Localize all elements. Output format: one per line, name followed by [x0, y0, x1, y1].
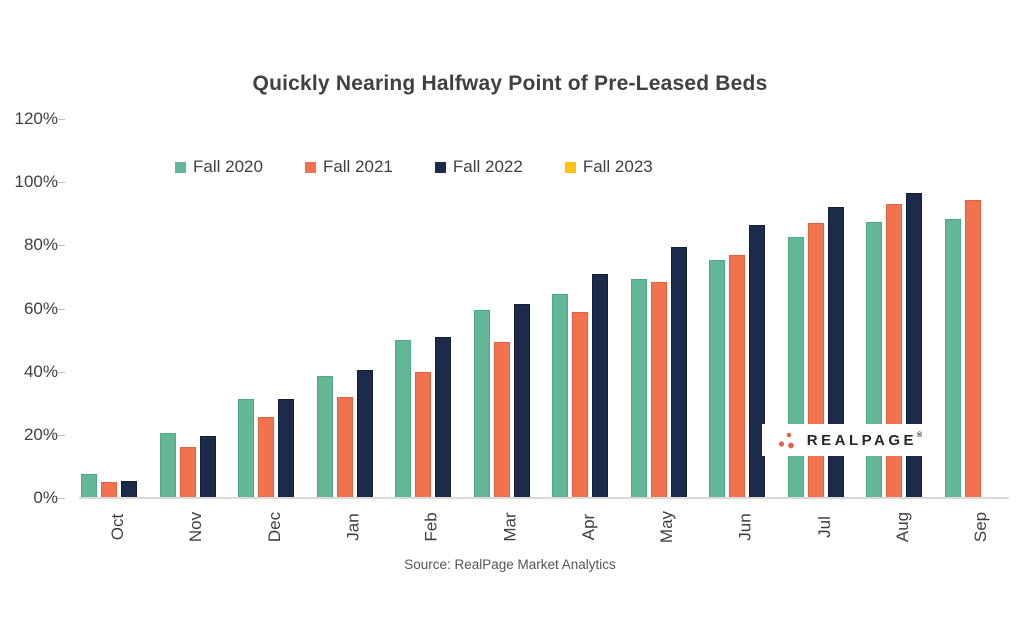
bar-fall-2022-feb: [435, 336, 451, 498]
legend-swatch-icon: [564, 161, 576, 173]
y-axis-tick: [58, 498, 65, 499]
legend-swatch-icon: [434, 161, 446, 173]
y-axis-label: 120%: [14, 109, 58, 128]
legend-swatch-icon: [304, 161, 316, 173]
bar-fall-2022-nov: [199, 436, 216, 498]
x-axis-label-apr: Apr: [579, 513, 598, 541]
legend-label: Fall 2022: [452, 157, 523, 176]
y-axis-tick: [58, 182, 65, 184]
x-axis-label-oct: Oct: [107, 513, 127, 541]
legend-item-fall-2020: Fall 2020: [175, 157, 263, 177]
realpage-dots-icon: [778, 432, 794, 449]
y-axis-tick: [58, 308, 65, 310]
x-axis-label-feb: Feb: [421, 512, 441, 542]
bar-fall-2020-jun: [709, 259, 725, 498]
x-axis-label-jul: Jul: [814, 516, 834, 538]
bar-fall-2022-may: [670, 246, 687, 498]
y-axis-tick: [58, 371, 65, 373]
x-axis-label-may: May: [657, 510, 677, 544]
bar-fall-2021-apr: [572, 311, 588, 498]
x-axis-label-sep: Sep: [971, 511, 991, 543]
bar-fall-2020-nov: [159, 433, 176, 498]
bar-fall-2021-may: [650, 281, 667, 498]
legend: Fall 2020 Fall 2021 Fall 2022 Fall 2023: [175, 157, 653, 177]
y-axis-tick: [58, 119, 65, 120]
source-text: Source: RealPage Market Analytics: [404, 557, 616, 572]
y-axis-label: 40%: [23, 361, 58, 381]
bar-fall-2021-dec: [258, 417, 274, 498]
bar-fall-2021-nov: [179, 447, 196, 498]
legend-item-fall-2023: Fall 2023: [564, 157, 653, 177]
bar-fall-2020-apr: [552, 294, 568, 498]
bar-fall-2022-aug: [906, 193, 922, 498]
bar-fall-2022-apr: [592, 273, 608, 498]
bar-fall-2021-jan: [336, 396, 353, 498]
bar-fall-2021-feb: [415, 371, 431, 498]
y-axis-label: 60%: [23, 298, 58, 318]
legend-swatch-icon: [175, 161, 186, 173]
bar-fall-2021-mar: [493, 341, 510, 498]
bar-fall-2020-oct: [81, 474, 97, 498]
bar-fall-2020-dec: [238, 398, 254, 498]
bar-fall-2021-jun: [729, 254, 745, 498]
legend-label: Fall 2020: [193, 157, 263, 176]
x-axis-label-jun: Jun: [735, 513, 755, 541]
bar-fall-2022-jan: [356, 370, 373, 498]
realpage-wordmark: REALPAGE®: [806, 431, 923, 449]
bar-group-mar: [472, 119, 551, 498]
x-axis-label-dec: Dec: [264, 511, 284, 543]
y-axis-label: 80%: [23, 235, 58, 255]
bar-group-oct: [79, 119, 158, 498]
x-axis-line: [79, 497, 1009, 499]
bar-group-nov: [158, 119, 237, 498]
bar-fall-2022-mar: [513, 303, 530, 498]
y-axis-label: 20%: [23, 424, 58, 444]
bar-fall-2022-dec: [278, 398, 294, 498]
bar-fall-2022-jun: [749, 224, 765, 498]
legend-item-fall-2022: Fall 2022: [434, 157, 523, 177]
legend-label: Fall 2021: [322, 157, 393, 176]
bar-fall-2020-feb: [395, 340, 411, 498]
bar-fall-2020-sep: [944, 218, 961, 498]
bar-fall-2020-may: [630, 278, 647, 498]
legend-item-fall-2021: Fall 2021: [304, 157, 393, 177]
realpage-logo: REALPAGE®: [762, 424, 938, 456]
y-axis-label: 0%: [33, 488, 58, 507]
bar-fall-2021-sep: [964, 199, 981, 498]
bar-group-apr: [550, 119, 629, 498]
bar-group-dec: [236, 119, 315, 498]
bar-fall-2020-jul: [787, 237, 804, 498]
bar-group-may: [629, 119, 708, 498]
legend-label: Fall 2023: [582, 157, 653, 176]
x-axis-label-jan: Jan: [343, 513, 363, 541]
y-axis-label: 100%: [14, 172, 58, 192]
bar-fall-2021-jul: [807, 223, 824, 498]
bar-fall-2020-aug: [866, 221, 882, 498]
chart-title: Quickly Nearing Halfway Point of Pre-Lea…: [252, 72, 768, 95]
x-axis-label-nov: Nov: [186, 511, 206, 543]
y-axis-tick: [58, 434, 65, 436]
x-axis-label-aug: Aug: [893, 511, 912, 543]
bar-fall-2020-jan: [316, 376, 333, 498]
bar-fall-2022-oct: [121, 480, 137, 498]
bar-fall-2021-oct: [101, 482, 117, 498]
x-axis-label-mar: Mar: [500, 512, 520, 542]
bar-group-feb: [393, 119, 472, 498]
bar-fall-2020-mar: [473, 310, 490, 498]
registered-mark: ®: [917, 431, 923, 439]
y-axis-tick: [58, 245, 65, 247]
bar-group-jun: [707, 119, 786, 498]
bar-group-sep: [943, 119, 1020, 498]
bar-group-jan: [315, 119, 394, 498]
